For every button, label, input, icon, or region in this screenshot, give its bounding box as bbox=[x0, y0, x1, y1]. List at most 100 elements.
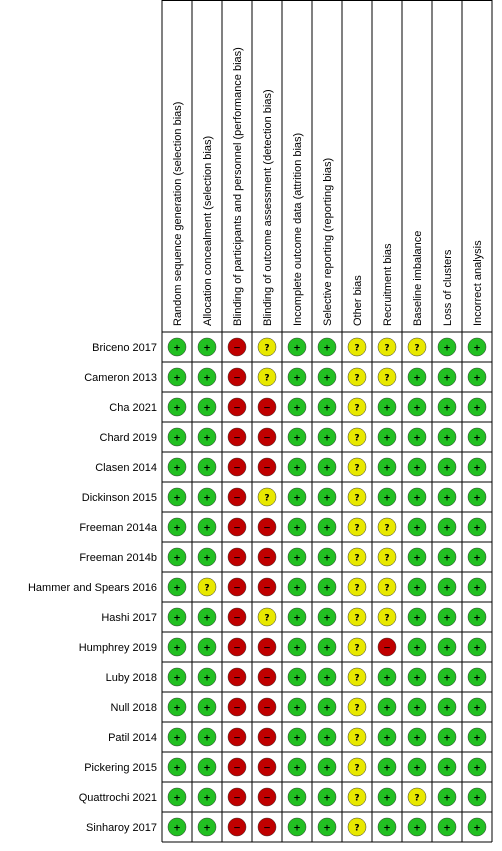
rating-low-icon: + bbox=[317, 427, 337, 447]
rating-circle bbox=[347, 337, 367, 357]
rating-low-icon: + bbox=[197, 787, 217, 807]
domain-header: Blinding of participants and personnel (… bbox=[232, 47, 244, 326]
rating-low-icon: + bbox=[287, 457, 307, 477]
rating-low-icon: + bbox=[377, 457, 397, 477]
rating-circle bbox=[257, 727, 277, 747]
rating-symbol: + bbox=[323, 524, 331, 534]
rating-symbol: + bbox=[443, 494, 451, 504]
rating-symbol: + bbox=[173, 734, 181, 744]
rating-symbol: + bbox=[473, 344, 481, 354]
rating-circle bbox=[317, 547, 337, 567]
rating-symbol: + bbox=[443, 794, 451, 804]
rating-symbol: + bbox=[413, 494, 421, 504]
rating-symbol: + bbox=[473, 464, 481, 474]
domain-header: Incomplete outcome data (attrition bias) bbox=[292, 133, 304, 326]
rating-low-icon: + bbox=[287, 547, 307, 567]
rating-circle bbox=[377, 457, 397, 477]
rating-high-icon: − bbox=[257, 817, 277, 837]
rating-symbol: + bbox=[473, 794, 481, 804]
rating-symbol: + bbox=[443, 434, 451, 444]
rating-symbol: ? bbox=[384, 554, 389, 564]
rating-symbol: + bbox=[173, 644, 181, 654]
rating-circle bbox=[347, 727, 367, 747]
rating-symbol: + bbox=[413, 524, 421, 534]
rating-low-icon: + bbox=[197, 697, 217, 717]
rating-low-icon: + bbox=[317, 547, 337, 567]
rating-low-icon: + bbox=[467, 667, 487, 687]
rating-unclear-icon: ? bbox=[257, 367, 277, 387]
study-label: Null 2018 bbox=[111, 702, 157, 714]
rating-circle bbox=[377, 337, 397, 357]
rating-circle bbox=[407, 577, 427, 597]
rating-circle bbox=[347, 637, 367, 657]
rating-low-icon: + bbox=[437, 367, 457, 387]
rating-circle bbox=[377, 367, 397, 387]
rating-symbol: + bbox=[323, 464, 331, 474]
rating-symbol: + bbox=[443, 734, 451, 744]
study-label: Clasen 2014 bbox=[95, 462, 157, 474]
rating-high-icon: − bbox=[377, 637, 397, 657]
rating-circle bbox=[407, 697, 427, 717]
rating-unclear-icon: ? bbox=[377, 607, 397, 627]
rating-circle bbox=[257, 637, 277, 657]
rating-circle bbox=[197, 607, 217, 627]
rating-low-icon: + bbox=[437, 727, 457, 747]
rating-symbol: + bbox=[203, 434, 211, 444]
rating-symbol: + bbox=[203, 614, 211, 624]
study-label: Humphrey 2019 bbox=[79, 642, 157, 654]
rating-circle bbox=[317, 727, 337, 747]
rating-low-icon: + bbox=[197, 547, 217, 567]
rating-symbol: + bbox=[203, 404, 211, 414]
study-label: Quattrochi 2021 bbox=[79, 792, 157, 804]
rating-circle bbox=[197, 577, 217, 597]
rating-circle bbox=[407, 487, 427, 507]
rating-low-icon: + bbox=[287, 397, 307, 417]
rating-symbol: + bbox=[173, 764, 181, 774]
rating-circle bbox=[407, 817, 427, 837]
rating-low-icon: + bbox=[167, 817, 187, 837]
rating-circle bbox=[257, 517, 277, 537]
rating-circle bbox=[317, 757, 337, 777]
rating-symbol: ? bbox=[354, 344, 359, 354]
rating-symbol: ? bbox=[384, 524, 389, 534]
rating-symbol: ? bbox=[354, 734, 359, 744]
study-label: Freeman 2014b bbox=[79, 552, 157, 564]
study-label: Luby 2018 bbox=[106, 672, 157, 684]
rating-high-icon: − bbox=[257, 697, 277, 717]
rating-circle bbox=[467, 727, 487, 747]
domain-header: Baseline imbalance bbox=[412, 231, 424, 326]
rating-low-icon: + bbox=[287, 637, 307, 657]
rating-low-icon: + bbox=[317, 337, 337, 357]
rating-symbol: + bbox=[383, 434, 391, 444]
rating-circle bbox=[467, 367, 487, 387]
rating-low-icon: + bbox=[317, 787, 337, 807]
rating-symbol: ? bbox=[354, 704, 359, 714]
rating-low-icon: + bbox=[437, 817, 457, 837]
rating-symbol: ? bbox=[354, 674, 359, 684]
rating-symbol: + bbox=[173, 554, 181, 564]
rating-circle bbox=[377, 427, 397, 447]
rating-symbol: + bbox=[173, 704, 181, 714]
rating-symbol: − bbox=[233, 704, 241, 714]
rating-circle bbox=[227, 397, 247, 417]
rating-circle bbox=[317, 667, 337, 687]
rating-low-icon: + bbox=[287, 817, 307, 837]
rating-symbol: + bbox=[473, 524, 481, 534]
rating-circle bbox=[167, 547, 187, 567]
rating-symbol: + bbox=[473, 554, 481, 564]
rating-low-icon: + bbox=[167, 547, 187, 567]
rating-circle bbox=[437, 487, 457, 507]
rating-circle bbox=[467, 397, 487, 417]
rating-circle bbox=[227, 487, 247, 507]
rating-high-icon: − bbox=[227, 667, 247, 687]
rating-symbol: + bbox=[443, 404, 451, 414]
rating-unclear-icon: ? bbox=[257, 487, 277, 507]
rating-circle bbox=[377, 487, 397, 507]
rating-circle bbox=[257, 487, 277, 507]
rating-circle bbox=[467, 817, 487, 837]
rating-symbol: + bbox=[443, 824, 451, 834]
rating-circle bbox=[377, 397, 397, 417]
rating-symbol: + bbox=[323, 434, 331, 444]
rating-symbol: − bbox=[263, 554, 271, 564]
